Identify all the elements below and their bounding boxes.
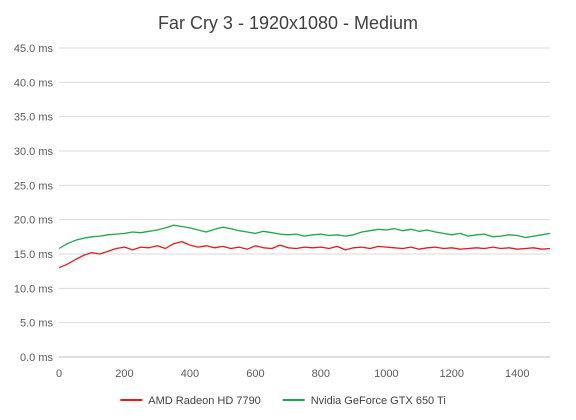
series-lines — [58, 224, 551, 269]
y-tick-label: 5.0 ms — [20, 318, 54, 330]
legend-label: AMD Radeon HD 7790 — [148, 395, 261, 407]
x-tick-label: 400 — [181, 368, 199, 380]
x-tick-label: 600 — [246, 368, 264, 380]
x-tick-label: 1400 — [505, 368, 529, 380]
gridlines — [59, 47, 550, 358]
legend-label: Nvidia GeForce GTX 650 Ti — [311, 395, 446, 407]
x-tick-label: 0 — [56, 368, 62, 380]
y-tick-label: 15.0 ms — [14, 249, 54, 261]
y-tick-label: 25.0 ms — [14, 180, 54, 192]
legend: AMD Radeon HD 7790 Nvidia GeForce GTX 650… — [120, 395, 446, 407]
y-tick-label: 45.0 ms — [14, 43, 54, 55]
x-axis-ticks: 0 200 400 600 800 1000 1200 1400 — [56, 368, 530, 380]
y-tick-label: 0.0 ms — [20, 352, 54, 364]
y-tick-label: 35.0 ms — [14, 112, 54, 124]
x-tick-label: 800 — [312, 368, 330, 380]
x-tick-label: 1200 — [440, 368, 464, 380]
chart-title: Far Cry 3 - 1920x1080 - Medium — [158, 13, 418, 33]
series-line-2 — [58, 224, 551, 250]
x-tick-label: 200 — [115, 368, 133, 380]
x-tick-label: 1000 — [374, 368, 398, 380]
y-axis-ticks: 0.0 ms 5.0 ms 10.0 ms 15.0 ms 20.0 ms 25.0 ms… — [14, 43, 54, 364]
y-tick-label: 40.0 ms — [14, 77, 54, 89]
series-line-1 — [58, 240, 551, 269]
y-tick-label: 10.0 ms — [14, 283, 54, 295]
y-tick-label: 30.0 ms — [14, 146, 54, 158]
y-tick-label: 20.0 ms — [14, 215, 54, 227]
